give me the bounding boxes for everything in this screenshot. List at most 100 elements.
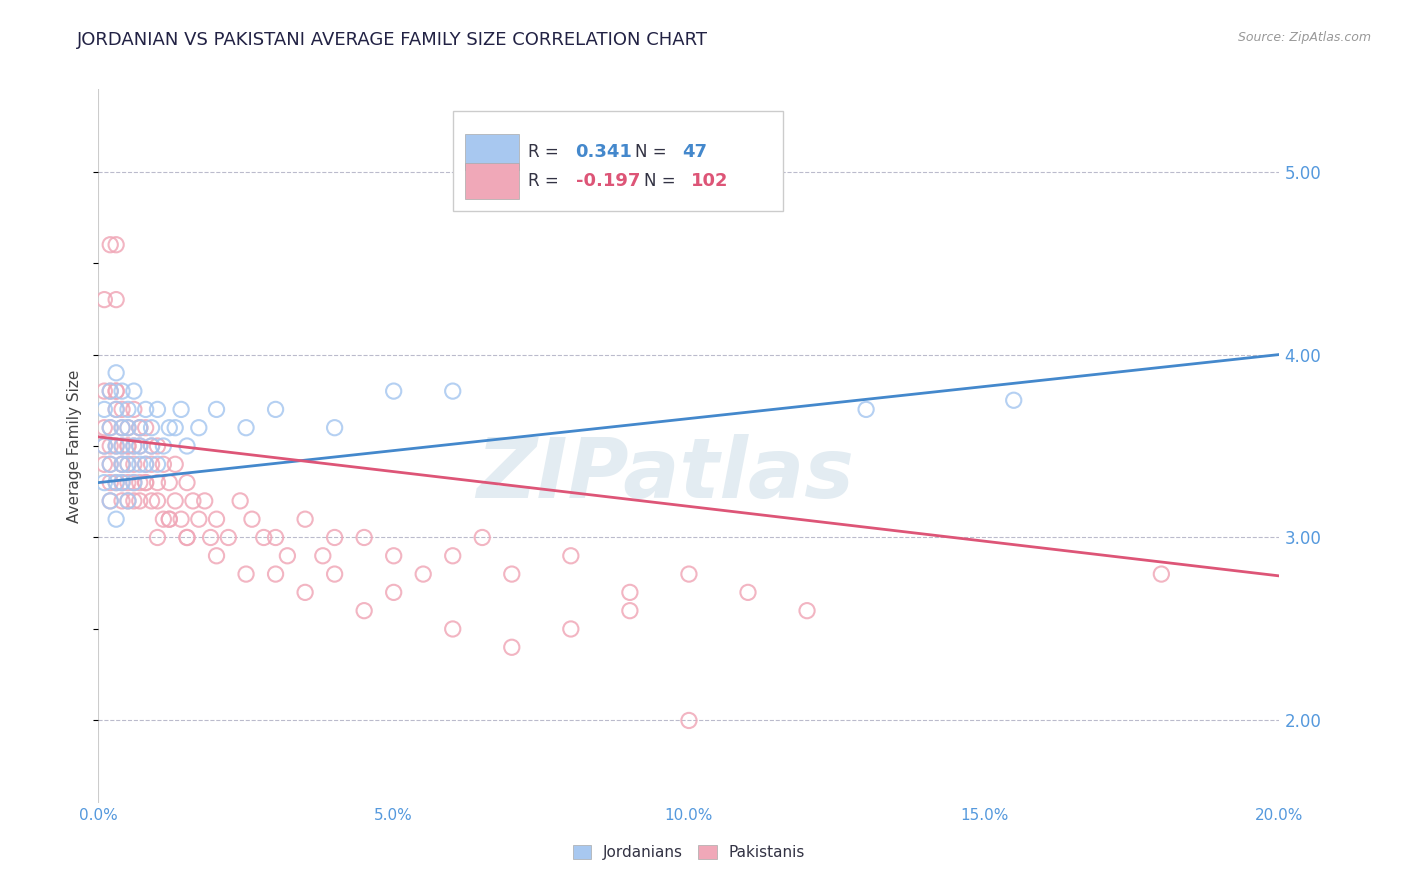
Point [122,458,145,472]
Point [1002,393,1025,408]
Point [264,531,287,545]
Point [471,531,494,545]
FancyBboxPatch shape [464,134,519,169]
Point [146,475,169,490]
Point [235,420,257,434]
Point [176,475,198,490]
Point [678,714,700,728]
Point [93,293,115,307]
Point [619,585,641,599]
Point [111,475,134,490]
Point [111,439,134,453]
Point [382,384,405,398]
Point [105,293,128,307]
Point [93,420,115,434]
Point [165,494,187,508]
Point [157,420,180,434]
Point [146,531,169,545]
Point [141,439,163,453]
Point [240,512,263,526]
Point [122,475,145,490]
Point [117,439,139,453]
Text: R =: R = [529,143,564,161]
Point [128,475,150,490]
Point [111,494,134,508]
Point [98,420,121,434]
Point [441,622,464,636]
Point [235,567,257,582]
Point [146,494,169,508]
Point [176,439,198,453]
Point [146,402,169,417]
Point [560,549,582,563]
Point [117,439,139,453]
Text: 102: 102 [692,172,728,190]
Point [93,439,115,453]
Point [98,494,121,508]
Text: N =: N = [644,172,681,190]
Point [128,420,150,434]
Point [117,494,139,508]
Point [176,531,198,545]
Point [796,604,818,618]
Point [98,420,121,434]
Point [128,494,150,508]
Point [122,439,145,453]
Point [111,420,134,434]
Point [105,512,128,526]
Point [253,531,276,545]
Point [157,475,180,490]
Text: ZIPatlas: ZIPatlas [477,434,855,515]
Point [93,475,115,490]
Point [105,384,128,398]
Point [135,458,157,472]
Point [229,494,252,508]
Point [141,458,163,472]
Point [117,494,139,508]
Point [312,549,335,563]
Point [353,604,375,618]
Point [157,512,180,526]
Point [111,458,134,472]
Point [98,384,121,398]
Point [382,585,405,599]
Point [323,531,346,545]
Point [135,402,157,417]
Point [93,384,115,398]
Point [128,458,150,472]
Point [194,494,217,508]
Point [117,458,139,472]
Point [323,567,346,582]
Point [122,402,145,417]
Point [122,494,145,508]
Point [122,475,145,490]
Point [105,402,128,417]
Text: R =: R = [529,172,564,190]
Legend: Jordanians, Pakistanis: Jordanians, Pakistanis [567,839,811,866]
Point [98,458,121,472]
Point [205,549,228,563]
Point [98,458,121,472]
Point [111,384,134,398]
Text: -0.197: -0.197 [575,172,640,190]
Point [165,458,187,472]
Point [737,585,759,599]
Point [170,512,193,526]
Point [200,531,222,545]
Point [93,402,115,417]
Point [128,420,150,434]
FancyBboxPatch shape [464,163,519,199]
Point [678,567,700,582]
Point [152,458,174,472]
Point [105,402,128,417]
Point [157,512,180,526]
Point [128,420,150,434]
Point [264,567,287,582]
Point [98,494,121,508]
Point [105,384,128,398]
Point [146,458,169,472]
Point [105,475,128,490]
Point [165,420,187,434]
Point [122,439,145,453]
Point [117,402,139,417]
